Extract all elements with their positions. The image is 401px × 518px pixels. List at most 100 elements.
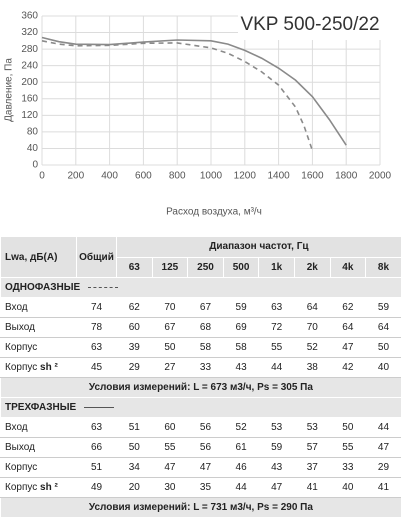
cell: 67 xyxy=(188,298,224,318)
x-axis-label: Расход воздуха, м³/ч xyxy=(166,207,262,218)
row-label-cell: Вход xyxy=(1,298,77,318)
cell: 55 xyxy=(330,438,366,458)
band-header: 500 xyxy=(223,257,259,278)
cell: 47 xyxy=(366,438,401,458)
y-tick-label: 120 xyxy=(21,110,38,121)
row-label: Корпус xyxy=(5,362,37,373)
row-label-cell: Корпус xyxy=(1,338,77,358)
cell: 47 xyxy=(330,338,366,358)
cell: 46 xyxy=(223,458,259,478)
cell: 38 xyxy=(294,358,330,378)
header-total: Общий xyxy=(77,237,117,278)
curve xyxy=(42,38,346,146)
cell: 78 xyxy=(77,318,117,338)
cell: 33 xyxy=(330,458,366,478)
row-label-cell: Корпус sh ² xyxy=(1,478,77,498)
band-header: 8k xyxy=(366,257,401,278)
cell: 58 xyxy=(223,338,259,358)
cell: 62 xyxy=(117,298,153,318)
cell: 59 xyxy=(259,438,295,458)
cell: 56 xyxy=(188,438,224,458)
y-tick-label: 0 xyxy=(32,160,38,171)
cell: 41 xyxy=(294,478,330,498)
row-label-cell: Вход xyxy=(1,418,77,438)
cell: 52 xyxy=(223,418,259,438)
conditions-row: Условия измерений: L = 731 м3/ч, Ps = 29… xyxy=(1,498,401,518)
cell: 47 xyxy=(259,478,295,498)
cell: 50 xyxy=(152,338,188,358)
cell: 56 xyxy=(188,418,224,438)
chart: Расход воздуха, м³/ч Давление, Па 040801… xyxy=(0,0,401,228)
x-tick-label: 2000 xyxy=(369,171,392,182)
cell: 45 xyxy=(77,358,117,378)
cell: 69 xyxy=(223,318,259,338)
x-tick-label: 400 xyxy=(101,171,118,182)
band-header: 2k xyxy=(294,257,330,278)
band-header: 4k xyxy=(330,257,366,278)
row-label: Корпус xyxy=(5,482,37,493)
line-style xyxy=(88,287,118,288)
section-row: ТРЕХФАЗНЫЕ xyxy=(1,398,401,418)
cell: 70 xyxy=(152,298,188,318)
cell: 64 xyxy=(294,298,330,318)
row-note: sh ² xyxy=(40,362,58,373)
cell: 39 xyxy=(117,338,153,358)
row-label: Корпус xyxy=(5,342,37,353)
cell: 59 xyxy=(223,298,259,318)
cell: 62 xyxy=(330,298,366,318)
header-range: Диапазон частот, Гц xyxy=(117,237,401,258)
x-tick-label: 200 xyxy=(67,171,84,182)
cell: 34 xyxy=(117,458,153,478)
cell: 61 xyxy=(223,438,259,458)
section-title: ОДНОФАЗНЫЕ xyxy=(5,282,80,293)
line-style xyxy=(84,407,114,408)
x-tick-label: 1600 xyxy=(301,171,324,182)
cell: 52 xyxy=(294,338,330,358)
cell: 27 xyxy=(152,358,188,378)
row-label-cell: Корпус xyxy=(1,458,77,478)
chart-title: VKP 500-250/22 xyxy=(240,14,379,35)
cell: 57 xyxy=(294,438,330,458)
cell: 67 xyxy=(152,318,188,338)
cell: 72 xyxy=(259,318,295,338)
cell: 70 xyxy=(294,318,330,338)
cell: 74 xyxy=(77,298,117,318)
cell: 50 xyxy=(117,438,153,458)
cell: 55 xyxy=(259,338,295,358)
cell: 33 xyxy=(188,358,224,378)
cell: 55 xyxy=(152,438,188,458)
cell: 63 xyxy=(77,338,117,358)
cell: 64 xyxy=(366,318,401,338)
y-tick-label: 200 xyxy=(21,77,38,88)
header-label: Lwa, дБ(A) xyxy=(1,237,77,278)
cell: 44 xyxy=(223,478,259,498)
section-cell: ТРЕХФАЗНЫЕ xyxy=(1,398,401,418)
y-tick-label: 40 xyxy=(27,143,39,154)
cell: 20 xyxy=(117,478,153,498)
row-label: Выход xyxy=(5,442,35,453)
cell: 64 xyxy=(330,318,366,338)
cell: 43 xyxy=(223,358,259,378)
cell: 47 xyxy=(152,458,188,478)
cell: 29 xyxy=(366,458,401,478)
cell: 40 xyxy=(330,478,366,498)
cell: 59 xyxy=(366,298,401,318)
row-label: Выход xyxy=(5,322,35,333)
x-tick-label: 800 xyxy=(169,171,186,182)
y-tick-label: 360 xyxy=(21,11,38,22)
cell: 60 xyxy=(152,418,188,438)
cell: 29 xyxy=(117,358,153,378)
conditions: Условия измерений: L = 731 м3/ч, Ps = 29… xyxy=(1,498,401,518)
x-tick-label: 1200 xyxy=(234,171,257,182)
row-label-cell: Выход xyxy=(1,318,77,338)
cell: 41 xyxy=(366,478,401,498)
row-label-cell: Корпус sh ² xyxy=(1,358,77,378)
cell: 30 xyxy=(152,478,188,498)
section-cell: ОДНОФАЗНЫЕ xyxy=(1,278,401,298)
cell: 53 xyxy=(294,418,330,438)
